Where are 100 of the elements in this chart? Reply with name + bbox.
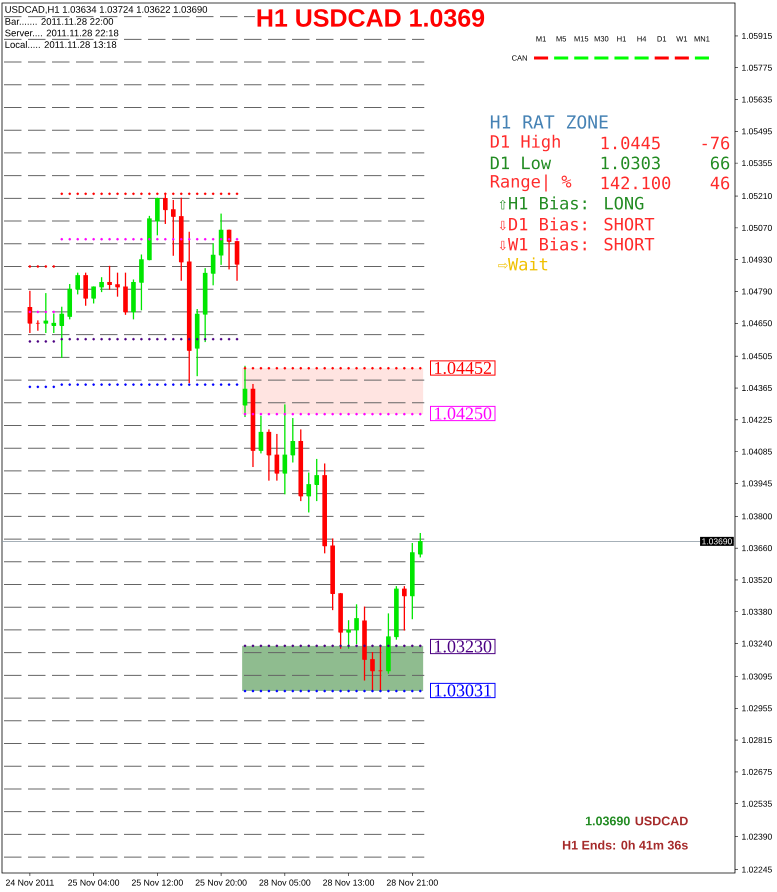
- point: [44, 310, 48, 314]
- point: [188, 192, 191, 196]
- point: [276, 644, 278, 648]
- point: [60, 383, 64, 386]
- x-tick-label: 24 Nov 2011: [6, 880, 54, 886]
- point: [252, 366, 254, 370]
- candlestick: [266, 429, 272, 481]
- point: [403, 644, 406, 648]
- point: [284, 690, 286, 692]
- point: [347, 644, 350, 648]
- y-tick-label: 1.02815: [742, 737, 772, 744]
- point: [220, 192, 222, 196]
- point: [44, 386, 48, 388]
- y-tick-label: 1.03945: [742, 480, 772, 486]
- annotation: D1 Low: [490, 156, 552, 170]
- point: [244, 366, 246, 370]
- y-tick-label: 1.03520: [742, 576, 772, 583]
- point: [292, 690, 294, 692]
- point: [132, 238, 135, 241]
- point: [252, 644, 254, 648]
- point: [379, 366, 382, 370]
- candlestick: [418, 532, 423, 558]
- candlestick: [306, 472, 312, 512]
- point: [331, 690, 334, 692]
- point: [124, 383, 127, 386]
- y-tick-label: 1.04505: [742, 353, 772, 360]
- point: [212, 192, 214, 196]
- point: [212, 383, 214, 386]
- point: [403, 366, 406, 370]
- point: [156, 383, 159, 386]
- point: [228, 238, 230, 241]
- point: [92, 338, 95, 340]
- point: [76, 192, 79, 196]
- candlestick: [28, 290, 32, 334]
- chart-title: H1 USDCAD 1.0369: [258, 9, 484, 27]
- point: [180, 238, 183, 241]
- point: [100, 192, 103, 196]
- point: [172, 338, 175, 340]
- annotation: -76: [702, 136, 730, 150]
- point: [156, 192, 159, 196]
- point: [331, 644, 334, 648]
- point: [403, 412, 406, 416]
- x-tick-label: 25 Nov 12:00: [132, 880, 183, 886]
- point: [387, 644, 390, 648]
- candlestick: [346, 620, 351, 649]
- point: [355, 690, 358, 692]
- candlestick: [370, 652, 375, 692]
- point: [164, 338, 167, 340]
- point: [292, 366, 294, 370]
- y-tick-label: 1.05915: [742, 32, 772, 39]
- annotation: Range| %: [490, 174, 572, 192]
- point: [236, 383, 238, 386]
- point: [244, 690, 246, 692]
- candlestick: [170, 200, 176, 256]
- point: [100, 338, 103, 340]
- annotation: Server.... 2011.11.28 22:18: [5, 30, 118, 36]
- candlestick: [139, 254, 144, 310]
- point: [299, 690, 302, 692]
- y-tick-label: 1.04225: [742, 416, 772, 423]
- point: [52, 265, 56, 268]
- point: [60, 192, 64, 196]
- point: [355, 644, 358, 648]
- point: [108, 338, 111, 340]
- annotation: Bar....... 2011.11.28 22:00: [5, 18, 114, 25]
- point: [260, 412, 262, 416]
- point: [355, 366, 358, 370]
- point: [299, 644, 302, 648]
- candlestick: [44, 293, 48, 334]
- annotation: 66: [710, 156, 730, 170]
- point: [323, 644, 326, 648]
- x-tick-label: 28 Nov 05:00: [259, 880, 310, 886]
- point: [284, 366, 286, 370]
- point: [148, 338, 151, 340]
- point: [323, 690, 326, 692]
- candlestick: [258, 416, 264, 454]
- candlestick: [59, 306, 64, 358]
- point: [236, 338, 238, 340]
- point: [260, 690, 262, 692]
- point: [188, 383, 191, 386]
- point: [44, 340, 48, 343]
- point: [132, 383, 135, 386]
- point: [196, 238, 198, 241]
- point: [36, 386, 40, 388]
- candlestick: [234, 240, 240, 281]
- annotation: H1 Ends: 0h 41m 36s: [562, 840, 688, 850]
- point: [140, 238, 143, 241]
- point: [84, 192, 87, 196]
- point: [60, 338, 64, 340]
- candlestick: [290, 418, 296, 462]
- candlestick: [314, 458, 320, 502]
- point: [268, 412, 270, 416]
- point: [204, 192, 206, 196]
- point: [307, 644, 310, 648]
- point: [196, 192, 198, 196]
- point: [204, 338, 206, 340]
- point: [140, 338, 143, 340]
- point: [244, 412, 246, 416]
- point: [196, 383, 198, 386]
- y-tick-label: 1.04790: [742, 288, 772, 294]
- point: [315, 412, 318, 416]
